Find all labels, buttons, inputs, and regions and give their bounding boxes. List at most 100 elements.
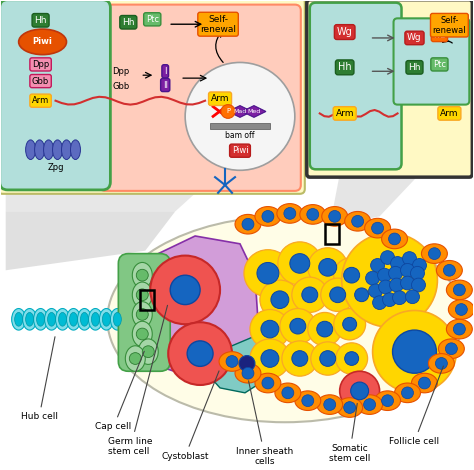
Ellipse shape [108, 216, 462, 422]
Ellipse shape [26, 313, 34, 326]
Ellipse shape [70, 313, 77, 326]
Circle shape [401, 276, 414, 290]
Text: Arm: Arm [211, 94, 229, 103]
Circle shape [284, 208, 296, 219]
Circle shape [365, 271, 380, 285]
Text: Dpp: Dpp [112, 67, 129, 76]
Ellipse shape [132, 302, 152, 327]
Ellipse shape [26, 140, 36, 159]
Circle shape [239, 356, 255, 371]
Circle shape [446, 343, 457, 354]
Circle shape [137, 308, 148, 320]
Circle shape [401, 263, 414, 277]
FancyBboxPatch shape [307, 0, 472, 177]
Circle shape [292, 351, 308, 366]
Circle shape [168, 322, 232, 385]
Ellipse shape [113, 313, 121, 326]
Polygon shape [6, 189, 200, 212]
Circle shape [170, 275, 200, 305]
Circle shape [334, 258, 370, 293]
Circle shape [381, 251, 394, 265]
Ellipse shape [421, 244, 447, 263]
Circle shape [402, 251, 417, 266]
FancyBboxPatch shape [393, 18, 469, 105]
Polygon shape [242, 106, 266, 118]
Circle shape [383, 293, 397, 306]
Text: Hub cell: Hub cell [21, 337, 58, 422]
Ellipse shape [36, 313, 45, 326]
Circle shape [250, 339, 290, 378]
Circle shape [372, 222, 383, 234]
Circle shape [392, 291, 407, 305]
Circle shape [345, 352, 359, 365]
Ellipse shape [110, 308, 124, 330]
Circle shape [137, 328, 148, 340]
Circle shape [137, 269, 148, 281]
Ellipse shape [235, 214, 261, 234]
Text: Self-
renewal: Self- renewal [200, 15, 236, 34]
Ellipse shape [18, 29, 66, 55]
Text: Hh: Hh [34, 16, 47, 25]
Circle shape [242, 219, 254, 230]
Circle shape [260, 280, 300, 319]
Circle shape [456, 304, 467, 315]
Bar [140, 290, 154, 310]
Text: Piwi: Piwi [232, 146, 248, 155]
Circle shape [262, 377, 274, 389]
Text: Germ line
stem cell: Germ line stem cell [109, 306, 167, 456]
Text: Arm: Arm [32, 96, 49, 105]
Circle shape [391, 257, 404, 270]
Ellipse shape [322, 207, 347, 226]
Ellipse shape [235, 363, 261, 383]
Circle shape [373, 296, 387, 310]
Text: Hh: Hh [408, 63, 421, 72]
Ellipse shape [300, 204, 326, 224]
Circle shape [244, 250, 292, 297]
Ellipse shape [132, 282, 152, 307]
Ellipse shape [55, 308, 70, 330]
Polygon shape [6, 212, 175, 270]
Polygon shape [330, 174, 419, 226]
FancyBboxPatch shape [118, 254, 170, 371]
Ellipse shape [71, 140, 81, 159]
Ellipse shape [58, 313, 66, 326]
Ellipse shape [53, 140, 63, 159]
Circle shape [334, 308, 365, 340]
Circle shape [344, 402, 356, 414]
Text: Mad: Mad [233, 109, 246, 114]
Ellipse shape [15, 313, 23, 326]
Circle shape [302, 287, 318, 303]
Bar [325, 224, 339, 244]
Ellipse shape [277, 204, 303, 223]
Circle shape [346, 279, 378, 311]
Circle shape [321, 278, 355, 312]
Ellipse shape [132, 262, 152, 288]
Circle shape [428, 248, 440, 259]
Text: Inner sheath
cells: Inner sheath cells [237, 381, 293, 466]
Circle shape [389, 266, 402, 280]
Circle shape [343, 317, 356, 331]
Text: Cystoblast: Cystoblast [162, 371, 219, 461]
Bar [210, 123, 270, 129]
Text: Zpg: Zpg [47, 163, 64, 172]
Ellipse shape [34, 308, 47, 330]
Circle shape [344, 267, 360, 283]
Text: Arm: Arm [336, 109, 354, 118]
Circle shape [221, 105, 235, 118]
Text: Cap cell: Cap cell [95, 351, 144, 431]
Text: Arm: Arm [440, 109, 459, 118]
Text: Self-
renewal: Self- renewal [433, 16, 466, 35]
Circle shape [317, 321, 333, 337]
Ellipse shape [437, 260, 462, 280]
Text: Frz: Frz [433, 31, 446, 39]
Text: Wg: Wg [407, 33, 422, 42]
Circle shape [352, 215, 364, 227]
Ellipse shape [47, 313, 55, 326]
Circle shape [242, 368, 254, 379]
Ellipse shape [356, 395, 383, 415]
Circle shape [364, 399, 375, 410]
Circle shape [392, 330, 437, 373]
Ellipse shape [337, 398, 363, 417]
Circle shape [436, 358, 447, 369]
Circle shape [373, 311, 456, 393]
